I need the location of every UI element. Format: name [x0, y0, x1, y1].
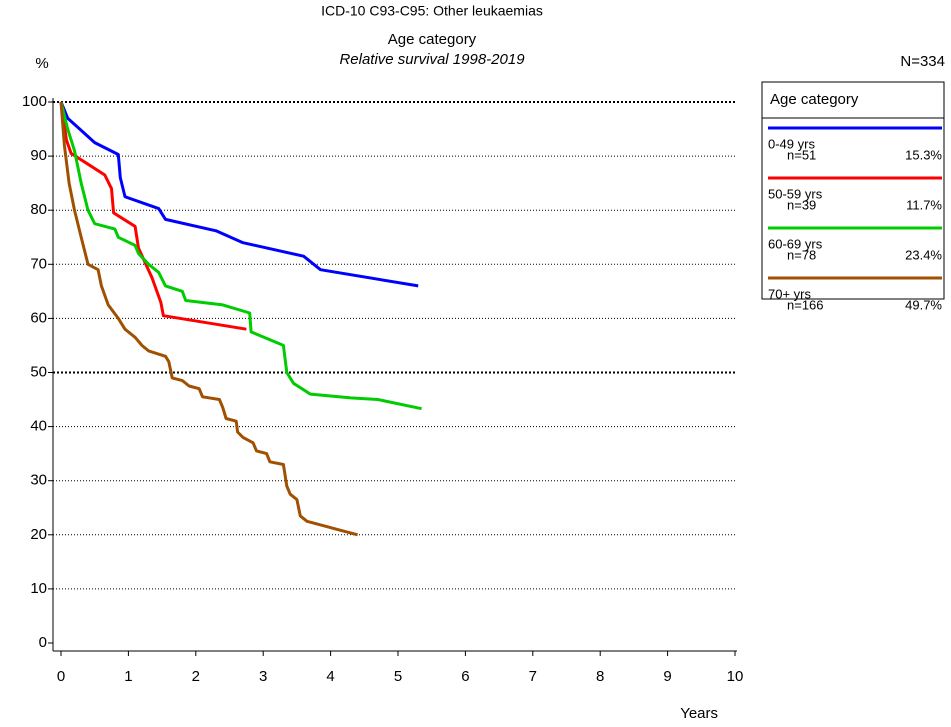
legend-label: 50-59 yrs — [768, 186, 823, 201]
legend-title: Age category — [770, 91, 859, 108]
x-tick-label: 0 — [57, 668, 65, 685]
chart-subtitle: Age category — [388, 31, 477, 48]
y-tick-label: 60 — [30, 309, 47, 326]
y-axis-label: % — [35, 55, 48, 72]
y-tick-label: 10 — [30, 580, 47, 597]
survival-curve — [59, 101, 247, 331]
survival-curve — [59, 101, 422, 411]
legend-label: 0-49 yrs — [768, 136, 815, 151]
y-tick-label: 20 — [30, 526, 47, 543]
survival-curve — [59, 101, 419, 288]
y-tick-label: 100 — [22, 93, 47, 110]
x-tick-label: 10 — [727, 668, 744, 685]
legend-label: 60-69 yrs — [768, 236, 823, 251]
chart-caption: Relative survival 1998-2019 — [339, 51, 525, 68]
x-tick-label: 7 — [529, 668, 537, 685]
legend-count: n=51 — [787, 147, 816, 162]
y-tick-label: 0 — [39, 634, 47, 651]
y-tick-label: 30 — [30, 472, 47, 489]
total-count: N=334 — [900, 53, 945, 70]
x-tick-label: 9 — [663, 668, 671, 685]
x-tick-label: 8 — [596, 668, 604, 685]
survival-curve — [59, 101, 358, 537]
legend-share: 23.4% — [905, 247, 942, 262]
x-tick-label: 1 — [124, 668, 132, 685]
y-tick-label: 90 — [30, 147, 47, 164]
legend-share: 49.7% — [905, 297, 942, 312]
legend-count: n=78 — [787, 247, 816, 262]
x-tick-label: 6 — [461, 668, 469, 685]
legend-share: 11.7% — [906, 197, 942, 212]
legend-count: n=39 — [787, 197, 816, 212]
y-tick-label: 70 — [30, 255, 47, 272]
x-tick-label: 2 — [192, 668, 200, 685]
x-tick-label: 5 — [394, 668, 402, 685]
y-tick-label: 50 — [30, 363, 47, 380]
legend-count: n=166 — [787, 297, 824, 312]
x-axis-label: Years — [680, 705, 718, 722]
chart-title: ICD-10 C93-C95: Other leukaemias — [321, 3, 543, 19]
x-tick-label: 3 — [259, 668, 267, 685]
legend-box — [761, 81, 945, 300]
y-tick-label: 40 — [30, 418, 47, 435]
legend-share: 15.3% — [905, 147, 942, 162]
x-tick-label: 4 — [326, 668, 334, 685]
legend-label: 70+ yrs — [768, 286, 811, 301]
y-tick-label: 80 — [30, 201, 47, 218]
